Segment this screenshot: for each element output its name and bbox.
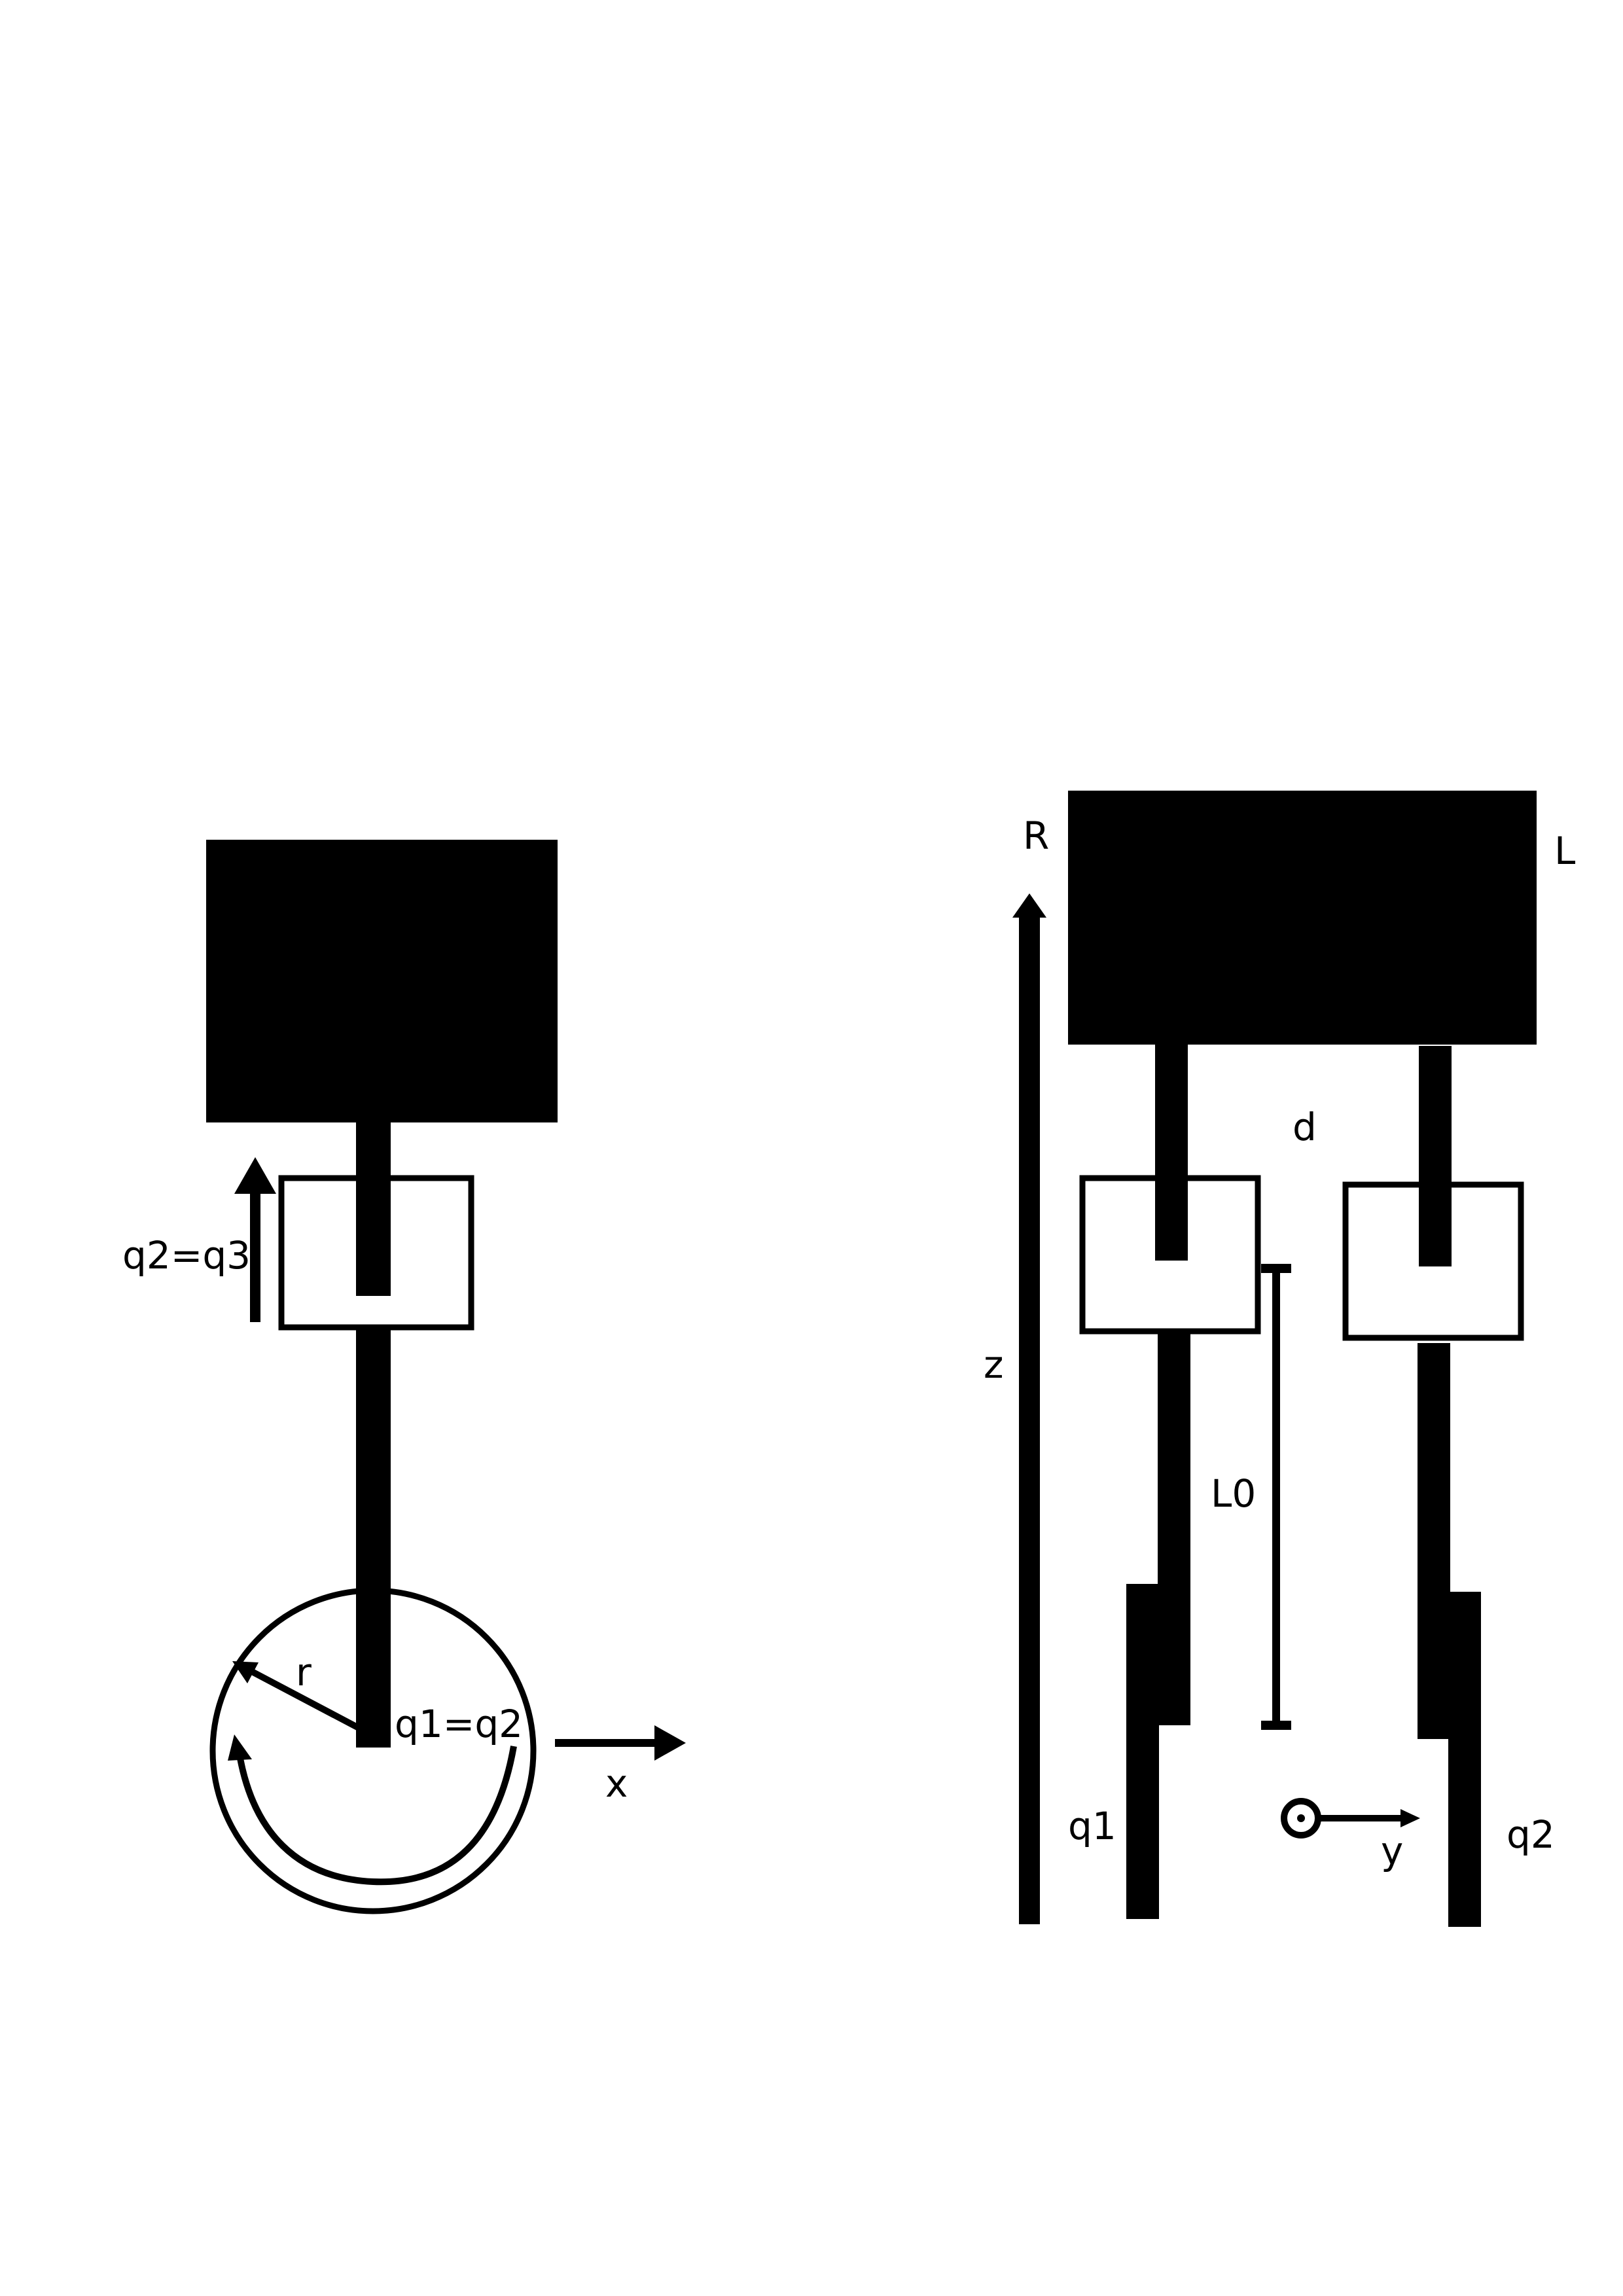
circle-dot-icon <box>1281 1798 1321 1839</box>
leg-1-foot <box>1126 1584 1159 1919</box>
leg-2-foot <box>1448 1592 1481 1927</box>
axis-y-label: y <box>1381 1829 1403 1873</box>
right-side-label: R <box>1023 814 1049 858</box>
leg-2 <box>1342 1046 1524 1927</box>
left-body-block <box>206 840 558 1122</box>
length-label: L0 <box>1211 1471 1256 1516</box>
left-view: q2=q3 r q1=q2 x <box>122 840 686 1914</box>
left-prismatic-box <box>278 1175 474 1331</box>
radius-arrow-icon <box>232 1661 361 1731</box>
right-body-block <box>1068 791 1537 1045</box>
wheel-circle <box>209 1587 537 1914</box>
left-lower-rod <box>356 1329 391 1748</box>
leg-2-prismatic-box <box>1342 1181 1524 1341</box>
offset-label: d <box>1293 1105 1317 1149</box>
right-view: z R L q1 d L0 q2 <box>984 791 1575 1927</box>
leg-2-label: q2 <box>1507 1812 1555 1857</box>
z-axis-arrow-icon <box>1012 893 1046 1924</box>
axis-x-label: x <box>605 1761 628 1806</box>
leg-1-upper-rod <box>1155 1045 1188 1261</box>
leg-1-prismatic-box <box>1079 1175 1261 1335</box>
prismatic-label: q2=q3 <box>122 1233 251 1278</box>
leg-2-upper-rod <box>1419 1046 1452 1266</box>
x-axis-arrow-icon <box>555 1725 686 1761</box>
leg-1-label: q1 <box>1068 1804 1116 1848</box>
revolute-label: q1=q2 <box>395 1702 523 1746</box>
left-upper-rod <box>356 1121 391 1296</box>
leg-1 <box>1079 1045 1261 1919</box>
axis-z-label: z <box>984 1342 1003 1387</box>
radius-label: r <box>296 1650 312 1695</box>
length-dimension-icon <box>1261 1264 1291 1730</box>
y-axis-arrow-icon <box>1318 1809 1420 1827</box>
rotation-arrow-icon <box>228 1734 517 1886</box>
prismatic-arrow-icon <box>234 1157 276 1322</box>
left-side-label: L <box>1554 829 1575 873</box>
